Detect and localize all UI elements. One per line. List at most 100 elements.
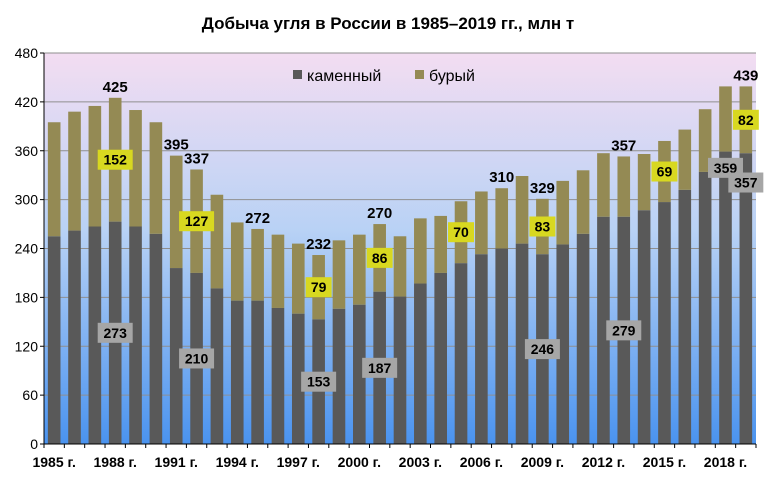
brown-label-box (366, 247, 393, 268)
bar-brown (414, 218, 427, 284)
total-label: 270 (367, 205, 392, 222)
stone-label: 210 (185, 350, 209, 366)
total-label: 329 (530, 180, 555, 197)
bar-brown (475, 191, 488, 255)
x-tick-label: 2000 г. (338, 454, 381, 470)
bar-stone (597, 216, 610, 444)
bar-brown (149, 122, 163, 234)
bar-brown (332, 240, 346, 309)
bar-stone (271, 307, 285, 444)
stone-label-box (97, 322, 133, 343)
legend-label-brown: бурый (429, 68, 475, 85)
total-label: 425 (103, 79, 128, 96)
x-tick-label: 1994 г. (216, 454, 259, 470)
bar-stone (678, 189, 692, 444)
bar-brown (88, 105, 102, 227)
x-tick-label: 1985 г. (32, 454, 75, 470)
bar-brown (434, 215, 447, 273)
stone-label-box (728, 172, 764, 193)
stone-label-box (179, 348, 215, 369)
bar-brown (169, 155, 183, 269)
y-tick-label: 300 (15, 192, 39, 208)
x-tick-label: 2012 г. (582, 454, 625, 470)
x-tick-label: 1988 г. (94, 454, 137, 470)
brown-label-box (179, 211, 215, 232)
total-label: 310 (489, 169, 514, 186)
bar-stone (169, 268, 183, 444)
bar-stone (475, 254, 488, 444)
bar-stone (434, 272, 447, 444)
brown-label-box (732, 109, 759, 130)
bar-brown (576, 170, 590, 234)
total-label: 395 (164, 137, 189, 154)
bar-stone (454, 263, 468, 444)
bar-stone (739, 153, 753, 444)
brown-label: 82 (738, 112, 754, 128)
x-axis-ticks: 1985 г. 1988 г. 1991 г. 1994 г. 1997 г. 2000 … (32, 444, 757, 470)
bar-brown (719, 86, 732, 152)
bar-brown (393, 236, 407, 297)
total-label: 272 (245, 210, 270, 227)
brown-label: 70 (453, 224, 469, 240)
brown-label: 127 (185, 213, 209, 229)
stone-label-box (606, 320, 642, 341)
bar-brown (230, 222, 244, 301)
bar-stone (515, 243, 529, 444)
x-tick-label: 2003 г. (399, 454, 442, 470)
bar-brown (597, 153, 610, 217)
bar-stone (230, 300, 244, 444)
legend-swatch-brown (415, 70, 424, 79)
bar-brown (617, 156, 631, 217)
stone-label-box (524, 339, 560, 360)
bar-brown (291, 243, 305, 314)
total-label: 439 (733, 67, 758, 84)
bar-stone (576, 233, 590, 444)
y-tick-label: 180 (15, 289, 39, 305)
bar-stone (353, 304, 366, 444)
stone-label-box (362, 357, 398, 378)
bars (47, 86, 753, 445)
y-axis-ticks: 0 60 120 180 240 300 360 420 480 (15, 45, 44, 452)
y-tick-label: 480 (15, 45, 39, 61)
brown-label: 69 (657, 164, 673, 180)
bar-brown (210, 194, 224, 289)
bar-brown (556, 180, 570, 245)
brown-label: 152 (104, 152, 128, 168)
bar-brown (68, 111, 81, 231)
total-label: 337 (184, 150, 209, 167)
y-tick-label: 240 (15, 241, 39, 257)
bar-stone (658, 202, 671, 444)
x-tick-label: 2015 г. (643, 454, 686, 470)
bar-stone (637, 210, 651, 444)
bar-stone (129, 226, 142, 444)
bar-stone (88, 226, 102, 444)
y-tick-label: 60 (22, 387, 38, 403)
y-tick-label: 0 (30, 436, 38, 452)
brown-label: 86 (372, 250, 388, 266)
brown-label-box (529, 216, 556, 237)
bar-stone (698, 171, 712, 444)
bar-stone (149, 233, 163, 444)
bar-brown (129, 110, 142, 227)
x-tick-label: 1997 г. (277, 454, 320, 470)
bar-stone (393, 296, 407, 444)
bar-brown (271, 234, 285, 308)
bar-stone (414, 283, 427, 444)
stone-label: 187 (368, 360, 392, 376)
bar-brown (637, 154, 651, 211)
legend-label-stone: каменный (307, 68, 381, 85)
stone-label: 246 (531, 341, 555, 357)
y-tick-label: 420 (15, 94, 39, 110)
bar-brown (678, 129, 692, 190)
x-tick-label: 2009 г. (521, 454, 564, 470)
bar-stone (719, 151, 732, 445)
bar-stone (291, 313, 305, 444)
bar-brown (698, 109, 712, 172)
x-tick-label: 2006 г. (460, 454, 503, 470)
stone-label: 357 (734, 175, 758, 191)
stone-label: 273 (104, 325, 128, 341)
bar-brown (515, 176, 529, 244)
legend-swatch-stone (293, 70, 302, 79)
